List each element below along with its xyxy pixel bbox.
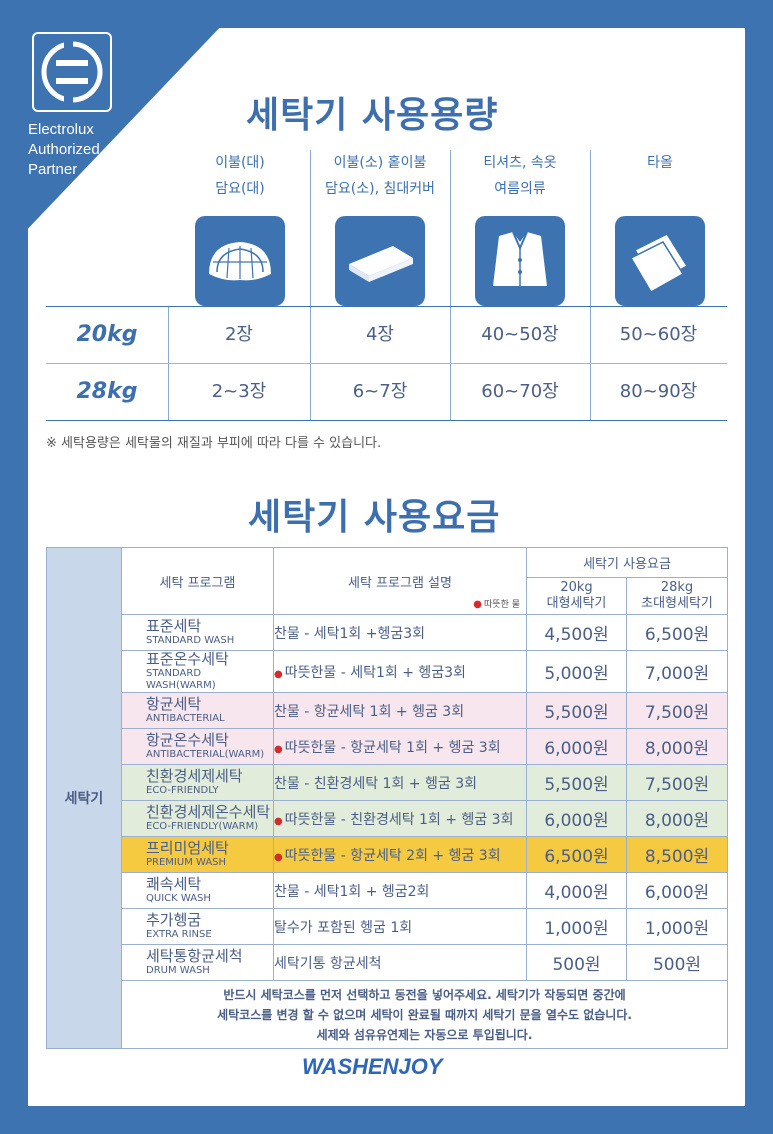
table-row: 표준온수세탁 STANDARD WASH(WARM) ● 따뜻한물 - 세탁1회 +…: [47, 650, 729, 693]
description-header-label: 세탁 프로그램 설명: [348, 575, 452, 591]
table-row: 친환경세제세탁 ECO-FRIENDLY 찬물 - 친환경세탁 1회 + 헹굼 3…: [47, 764, 729, 801]
table-row: 항균온수세탁 ANTIBACTERIAL(WARM) ● 따뜻한물 - 항균세탁 1…: [47, 728, 729, 765]
capacity-title: 세탁기 사용용량: [246, 95, 499, 136]
row-kg-label: 28kg: [76, 379, 138, 404]
warm-water-dot-icon: ●: [274, 851, 283, 863]
column-caption: 티셔츠, 속옷: [483, 155, 557, 171]
brand-line: Electrolux: [28, 121, 94, 138]
description-header: 세탁 프로그램 설명 ● 따뜻한 물: [273, 547, 527, 615]
capacity-value: 60~70장: [481, 381, 559, 402]
program-header: 세탁 프로그램: [121, 547, 274, 615]
warm-water-dot-icon: ●: [274, 668, 283, 680]
table-row: 추가헹굼 EXTRA RINSE 탈수가 포함된 헹굼 1회 1,000원 1,0…: [47, 908, 729, 945]
warm-legend: 따뜻한 물: [484, 600, 520, 610]
column-caption: 이불(소) 홑이불: [333, 155, 427, 171]
divider: [450, 150, 451, 420]
folded-blanket-icon: [335, 216, 425, 306]
warm-water-dot-icon: ●: [274, 743, 283, 755]
divider: [46, 363, 727, 364]
capacity-value: 6~7장: [352, 381, 408, 402]
column-caption: 타올: [647, 155, 673, 171]
table-row: 친환경세제온수세탁 ECO-FRIENDLY(WARM) ● 따뜻한물 - 친환경세…: [47, 800, 729, 837]
fee-group-header: 세탁기 사용요금: [525, 547, 729, 578]
divider: [46, 420, 727, 421]
capacity-value: 4장: [365, 324, 394, 345]
shirt-icon: [475, 216, 565, 306]
table-row: 표준세탁 STANDARD WASH 찬물 - 세탁1회 +헹굼3회 4,500원…: [47, 614, 729, 651]
capacity-column: 이불(대) 담요(대): [170, 150, 310, 306]
capacity-value: 2~3장: [211, 381, 267, 402]
capacity-value: 40~50장: [481, 324, 559, 345]
table-row: 쾌속세탁 QUICK WASH 찬물 - 세탁1회 + 헹굼2회 4,000원 6…: [47, 872, 729, 909]
capacity-note: ※ 세탁용량은 세탁물의 재질과 부피에 따라 다를 수 있습니다.: [46, 436, 382, 451]
column-caption: 담요(대): [215, 181, 265, 197]
col28-header: 28kg 초대형세탁기: [625, 577, 729, 615]
capacity-value: 50~60장: [619, 324, 698, 345]
duvet-icon: [195, 216, 285, 306]
partner-label: Electrolux Authorized Partner: [28, 120, 100, 180]
warm-water-dot-icon: ●: [274, 815, 283, 827]
usage-notice: 반드시 세탁코스를 먼저 선택하고 동전을 넣어주세요. 세탁기가 작동되면 중…: [120, 980, 729, 1049]
divider: [310, 150, 311, 420]
capacity-column: 타올: [590, 150, 730, 306]
column-caption: 여름의류: [494, 181, 546, 197]
divider: [590, 150, 591, 420]
table-row: 프리미엄세탁 PREMIUM WASH ● 따뜻한물 - 항균세탁 2회 + 헹굼 …: [47, 836, 729, 873]
fees-title: 세탁기 사용요금: [248, 497, 501, 538]
column-caption: 이불(대): [215, 155, 265, 171]
table-row: 세탁통항균세척 DRUM WASH 세탁기통 항균세척 500원 500원: [47, 944, 729, 981]
brand-line: Authorized: [28, 141, 100, 158]
table-row: 항균세탁 ANTIBACTERIAL 찬물 - 항균세탁 1회 + 헹굼 3회 5…: [47, 692, 729, 729]
brand-line: Partner: [28, 161, 78, 178]
capacity-value: 2장: [224, 324, 253, 345]
capacity-value: 80~90장: [619, 381, 698, 402]
column-caption: 담요(소), 침대커버: [325, 181, 435, 197]
row-kg-label: 20kg: [76, 322, 138, 347]
col20-header: 20kg 대형세탁기: [526, 577, 627, 615]
electrolux-logo-icon: [32, 32, 112, 112]
divider: [46, 306, 727, 307]
brand-corner: [0, 0, 246, 258]
washenjoy-logo: WASHENJOY: [302, 1054, 443, 1079]
towel-icon: [615, 216, 705, 306]
fee-table: 세탁기 세탁 프로그램 세탁 프로그램 설명 ● 따뜻한 물 세탁기 사용요금 2…: [46, 547, 729, 1049]
washer-side-label: 세탁기: [46, 547, 122, 1049]
